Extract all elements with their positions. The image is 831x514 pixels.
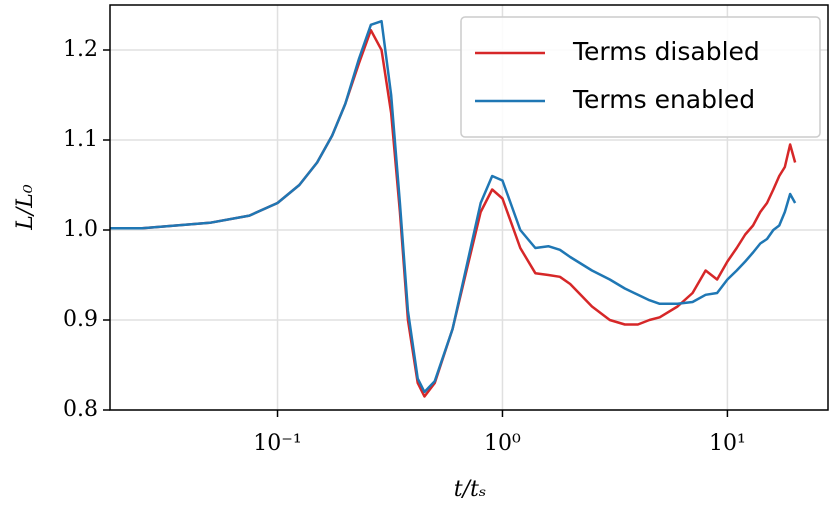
plot-frame (109, 4, 829, 411)
x-tick-label: 10⁰ (484, 431, 521, 456)
y-tick-label: 1.2 (63, 37, 98, 62)
x-tick-label: 10¹ (709, 431, 746, 456)
legend-box (460, 16, 821, 138)
legend-label: Terms disabled (572, 37, 760, 66)
legend: Terms disabled Terms enabled (460, 16, 821, 138)
x-axis-label: t/tₛ (454, 477, 487, 502)
y-tick-label: 1.1 (63, 127, 98, 152)
legend-label: Terms enabled (572, 85, 755, 114)
y-axis-label: L/L₀ (13, 184, 38, 231)
x-tick-label: 10⁻¹ (253, 431, 301, 456)
series-line (110, 19, 797, 394)
y-tick-label: 0.8 (63, 397, 98, 422)
y-tick-label: 1.0 (63, 217, 98, 242)
y-tick-label: 0.9 (63, 307, 98, 332)
